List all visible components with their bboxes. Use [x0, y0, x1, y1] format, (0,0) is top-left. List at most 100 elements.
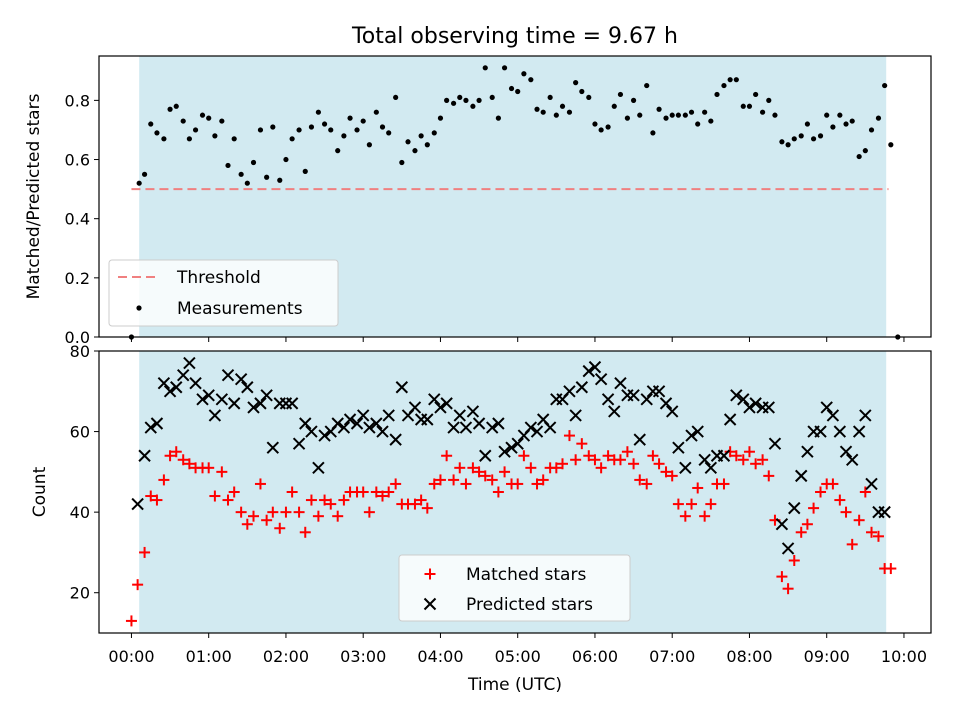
time-x-axis-label: Time (UTC): [467, 675, 562, 695]
matched-star-point: [576, 438, 588, 450]
measurement-point: [354, 127, 360, 133]
predicted-star-point: [131, 497, 144, 511]
cross-stroke-b: [569, 409, 582, 422]
matched-star-point: [583, 450, 595, 462]
predicted-star-point: [196, 393, 209, 406]
cross-stroke-b: [241, 381, 254, 394]
matched-star-point: [473, 466, 485, 478]
cross-stroke-b: [453, 409, 466, 422]
measurement-point: [308, 124, 315, 130]
measurement-point: [605, 124, 611, 130]
measurement-point: [347, 115, 353, 121]
measurement-point: [688, 109, 695, 115]
cross-stroke-b: [138, 449, 151, 462]
measurement-point: [277, 177, 283, 183]
cross-stroke-b: [428, 393, 441, 406]
predicted-star-point: [845, 453, 859, 466]
predicted-star-point: [801, 445, 814, 458]
predicted-star-point: [659, 397, 673, 410]
measurement-point: [746, 103, 753, 109]
cross-stroke-b: [382, 409, 395, 422]
cross-stroke-b: [511, 437, 524, 450]
matched-star-point: [718, 478, 730, 490]
measurement-point: [547, 94, 553, 101]
predicted-star-point: [382, 409, 395, 422]
measurement-point: [264, 174, 270, 180]
predicted-star-point: [370, 417, 383, 430]
matched-star-point: [383, 486, 395, 498]
legend-measurements-label: Measurements: [177, 299, 303, 319]
predicted-star-point: [575, 381, 589, 394]
count-legend: Matched stars Predicted stars: [398, 554, 631, 622]
measurement-point: [508, 85, 515, 92]
measurement-point: [759, 109, 766, 115]
cross-stroke-b: [234, 372, 248, 386]
matched-star-point: [525, 462, 537, 474]
measurement-point: [186, 136, 192, 142]
measurement-point: [849, 118, 855, 124]
matched-star-point: [228, 486, 240, 498]
predicted-star-point: [479, 449, 492, 462]
cross-stroke-b: [492, 417, 505, 430]
cross-stroke-b: [221, 368, 235, 382]
measurement-point: [837, 112, 843, 118]
cross-stroke-b: [350, 417, 364, 430]
predicted-star-point: [356, 409, 370, 422]
cross-stroke-b: [801, 445, 814, 458]
measurement-point: [161, 136, 167, 142]
ratio-y-tick-label: 0.0: [65, 328, 90, 347]
predicted-star-point: [312, 461, 325, 475]
predicted-star-point: [762, 401, 775, 414]
measurement-point: [579, 88, 585, 95]
predicted-star-point: [202, 389, 215, 402]
measurement-point: [489, 94, 495, 101]
measurement-point: [817, 133, 824, 139]
predicted-star-point: [241, 381, 254, 394]
matched-star-point: [815, 486, 827, 498]
count-x-tick-label: 08:00: [726, 647, 772, 666]
measurement-point: [656, 106, 662, 112]
predicted-star-point: [601, 393, 615, 406]
cross-stroke-b: [594, 372, 608, 386]
measurement-point: [540, 109, 546, 115]
legend-predicted-label: Predicted stars: [466, 595, 593, 615]
predicted-star-point: [652, 385, 666, 398]
ratio-y-tick-label: 0.6: [65, 151, 90, 170]
ratio-axes-frame: [98, 55, 932, 338]
predicted-star-point: [608, 405, 621, 418]
measurement-points: [128, 65, 901, 340]
predicted-star-point: [627, 389, 640, 402]
cross-stroke-b: [627, 389, 640, 402]
matched-star-point: [132, 579, 144, 591]
measurement-point: [727, 77, 733, 83]
matched-star-point: [145, 490, 157, 502]
measurement-point: [791, 136, 797, 142]
cross-stroke-b: [833, 425, 847, 438]
predicted-star-point: [633, 433, 646, 446]
cross-stroke-b: [505, 441, 518, 454]
predicted-star-point: [768, 437, 782, 450]
cross-stroke-b: [795, 469, 808, 483]
measurement-point: [335, 148, 341, 154]
ratio-legend-box: [108, 259, 339, 327]
predicted-star-point: [878, 505, 891, 519]
predicted-star-point: [434, 401, 447, 414]
matched-star-point: [550, 462, 562, 474]
cross-stroke-b: [227, 397, 241, 410]
predicted-star-point: [331, 417, 344, 430]
cross-stroke-b: [543, 421, 557, 434]
matched-star-point: [151, 494, 163, 506]
ratio-y-tick-label: 0.4: [65, 210, 90, 229]
cross-stroke-b: [408, 401, 422, 414]
cross-stroke-b: [208, 409, 222, 422]
measurement-point: [650, 130, 656, 136]
predicted-star-point: [859, 409, 872, 422]
measurement-point: [573, 80, 579, 86]
matched-star-point: [421, 502, 433, 514]
measurement-point: [482, 65, 488, 71]
matched-star-point: [222, 494, 234, 506]
matched-star-point: [299, 526, 311, 538]
predicted-star-point: [775, 518, 789, 531]
measurement-point: [173, 103, 179, 109]
predicted-star-point: [285, 397, 299, 410]
